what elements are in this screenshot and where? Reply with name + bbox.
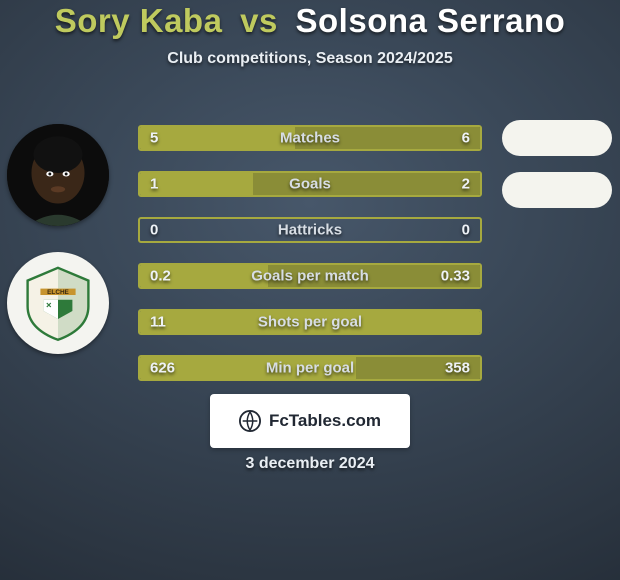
player2-indicator-1 (502, 120, 612, 156)
stat-value-left: 11 (150, 314, 166, 331)
svg-text:ELCHE: ELCHE (47, 289, 69, 296)
stat-label: Min per goal (266, 360, 354, 377)
stat-value-left: 0 (150, 222, 158, 239)
stat-fill-left (140, 127, 295, 149)
stat-value-left: 0.2 (150, 268, 171, 285)
date: 3 december 2024 (246, 455, 375, 473)
stat-row-hattricks: 0 0 Hattricks (138, 217, 482, 243)
stat-label: Matches (280, 130, 340, 147)
stat-value-left: 1 (150, 176, 158, 193)
stat-bars: 5 6 Matches 1 2 Goals 0 0 Hattricks 0.2 0.33 Goals … (138, 125, 482, 381)
stat-value-left: 626 (150, 360, 175, 377)
stat-row-min_per_goal: 626 358 Min per goal (138, 355, 482, 381)
brand-text: FcTables.com (269, 411, 381, 431)
avatar-headshot-icon (7, 124, 109, 226)
player2-name: Solsona Serrano (296, 2, 566, 39)
vs-text: vs (240, 2, 278, 39)
stat-label: Goals per match (251, 268, 369, 285)
stat-value-right: 0 (462, 222, 470, 239)
stat-fill-right (253, 173, 480, 195)
stat-value-right: 358 (445, 360, 470, 377)
stat-label: Hattricks (278, 222, 342, 239)
player1-name: Sory Kaba (55, 2, 223, 39)
stat-label: Shots per goal (258, 314, 362, 331)
stat-row-matches: 5 6 Matches (138, 125, 482, 151)
club-badge-icon: ELCHE (18, 263, 98, 343)
stat-value-right: 0.33 (441, 268, 470, 285)
stat-row-goals_per_match: 0.2 0.33 Goals per match (138, 263, 482, 289)
subtitle: Club competitions, Season 2024/2025 (167, 50, 452, 68)
player2-avatar: ELCHE (7, 252, 109, 354)
stat-value-right: 6 (462, 130, 470, 147)
stat-row-shots_per_goal: 11 Shots per goal (138, 309, 482, 335)
brand-logo-icon (239, 410, 261, 432)
stat-value-left: 5 (150, 130, 158, 147)
stat-label: Goals (289, 176, 331, 193)
stat-row-goals: 1 2 Goals (138, 171, 482, 197)
page-title: Sory Kaba vs Solsona Serrano (55, 2, 566, 40)
player1-avatar (7, 124, 109, 226)
player2-indicator-2 (502, 172, 612, 208)
brand-box[interactable]: FcTables.com (210, 394, 410, 448)
stat-value-right: 2 (462, 176, 470, 193)
